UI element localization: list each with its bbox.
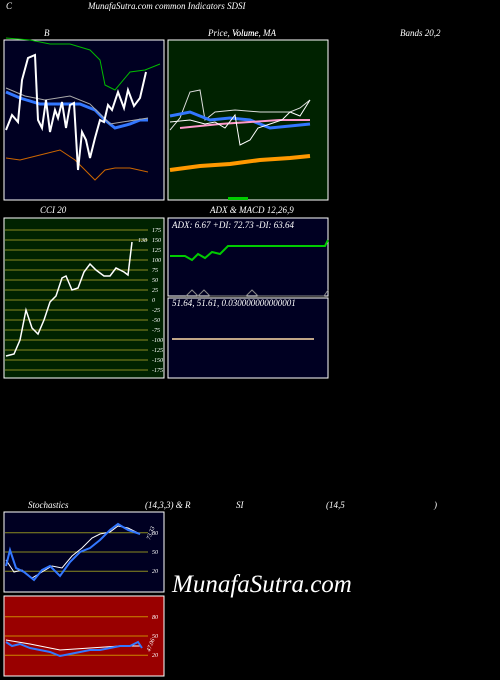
value-label: 138 <box>138 238 147 244</box>
volume-ma <box>169 154 311 172</box>
site-title: MunafaSutra.com common Indicators SDSI <box>87 1 246 11</box>
y-tick-label: 20 <box>152 569 158 575</box>
y-tick-label: 50 <box>152 278 158 284</box>
y-tick-label: 50 <box>152 550 158 556</box>
y-tick-label: -100 <box>152 338 163 344</box>
middle-band <box>5 90 148 130</box>
y-tick-label: 75 <box>152 268 158 274</box>
macd-readout: 51.64, 51.61, 0.030000000000001 <box>172 298 296 308</box>
panel-label: Bands 20,2 <box>400 28 441 38</box>
price-line <box>169 99 311 146</box>
y-tick-label: 80 <box>152 615 158 621</box>
adx-line <box>185 289 329 297</box>
panel <box>167 297 329 379</box>
y-tick-label: 150 <box>152 238 161 244</box>
y-tick-label: 175 <box>152 228 161 234</box>
y-tick-label: 80 <box>152 531 158 537</box>
ma-line <box>169 110 311 130</box>
y-tick-label: 100 <box>152 258 161 264</box>
y-tick-label: -175 <box>152 368 163 374</box>
y-tick-label: -75 <box>152 328 160 334</box>
panel-label-overlap: Volume <box>232 28 259 38</box>
price-line <box>5 53 147 171</box>
y-tick-label: -25 <box>152 308 160 314</box>
y-tick-label: -150 <box>152 358 163 364</box>
lower-band <box>5 149 149 181</box>
panel-label: B <box>44 28 50 38</box>
panel-label: Price, Volume, MA <box>207 28 276 38</box>
panel <box>3 217 165 379</box>
upper-band <box>169 89 311 131</box>
rsi-line <box>5 640 143 658</box>
panel-label: CCI 20 <box>40 205 67 215</box>
y-tick-label: 50 <box>152 634 158 640</box>
tick-group: 80 50 20 <box>5 615 158 659</box>
panel-label: Stochastics <box>28 500 69 510</box>
adx-readout: ADX: 6.67 +DI: 72.73 -DI: 63.64 <box>171 220 295 230</box>
value-label: 47.06 <box>145 638 156 653</box>
stoch-k <box>5 522 141 582</box>
y-tick-label: 25 <box>152 288 158 294</box>
panel-label: ADX & MACD 12,26,9 <box>209 205 294 215</box>
panel-label: SI <box>236 500 245 510</box>
ma-line <box>5 87 149 125</box>
ma-line-2 <box>179 119 310 129</box>
upper-band <box>5 37 161 91</box>
y-tick-label: 125 <box>152 248 161 254</box>
panel-params: (14,3,3) & R <box>145 500 191 510</box>
panel-params: ) <box>433 500 437 510</box>
di-line <box>170 239 329 262</box>
panel-params: (14,5 <box>326 500 345 510</box>
tick-group: 175 150 125 100 75 50 25 0 -25 -50 -75 -100 -125 -150… <box>5 228 163 374</box>
corner-label: C <box>6 1 13 11</box>
volume-bars <box>228 197 248 200</box>
watermark: MunafaSutra.com <box>171 571 352 598</box>
y-tick-label: 0 <box>152 298 155 304</box>
y-tick-label: -50 <box>152 318 160 324</box>
cci-line <box>5 241 133 357</box>
value-label: 73.33 <box>146 526 156 541</box>
y-tick-label: -125 <box>152 348 163 354</box>
y-tick-label: 20 <box>152 653 158 659</box>
